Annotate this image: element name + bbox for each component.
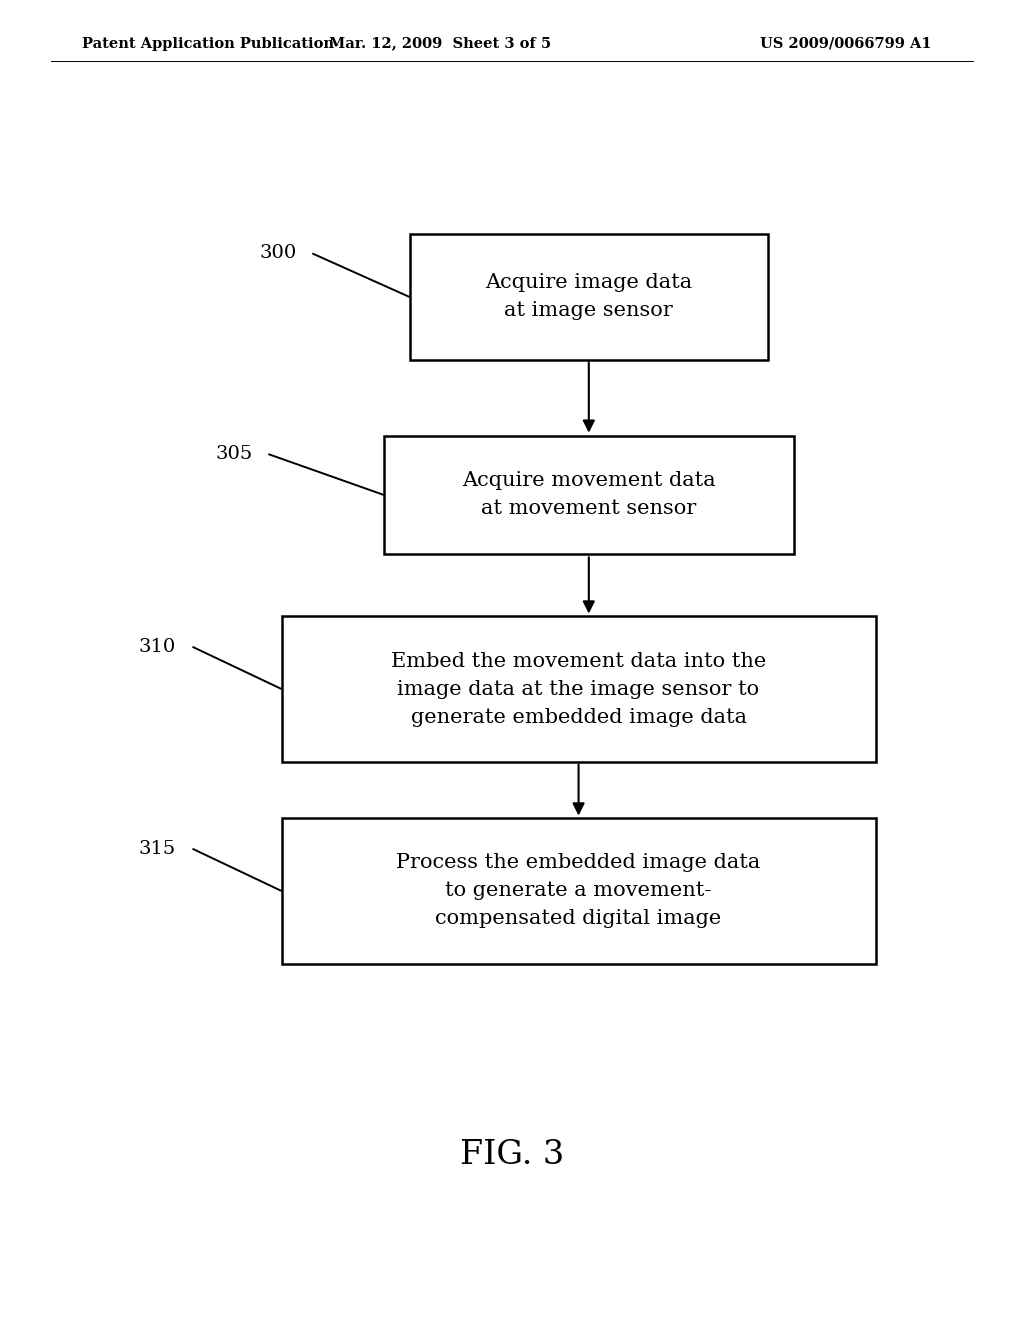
Text: Process the embedded image data
to generate a movement-
compensated digital imag: Process the embedded image data to gener… xyxy=(396,854,761,928)
Text: 300: 300 xyxy=(260,244,297,263)
Bar xyxy=(282,616,876,762)
Text: Acquire movement data
at movement sensor: Acquire movement data at movement sensor xyxy=(462,471,716,519)
Bar xyxy=(410,235,768,359)
Text: Acquire image data
at image sensor: Acquire image data at image sensor xyxy=(485,273,692,321)
Text: 305: 305 xyxy=(216,445,253,463)
Text: Patent Application Publication: Patent Application Publication xyxy=(82,37,334,50)
Text: 310: 310 xyxy=(139,638,176,656)
Text: Embed the movement data into the
image data at the image sensor to
generate embe: Embed the movement data into the image d… xyxy=(391,652,766,726)
Text: US 2009/0066799 A1: US 2009/0066799 A1 xyxy=(760,37,932,50)
Text: Mar. 12, 2009  Sheet 3 of 5: Mar. 12, 2009 Sheet 3 of 5 xyxy=(330,37,551,50)
Text: 315: 315 xyxy=(139,840,176,858)
Bar xyxy=(282,818,876,964)
Text: FIG. 3: FIG. 3 xyxy=(460,1139,564,1171)
Bar xyxy=(384,436,794,554)
